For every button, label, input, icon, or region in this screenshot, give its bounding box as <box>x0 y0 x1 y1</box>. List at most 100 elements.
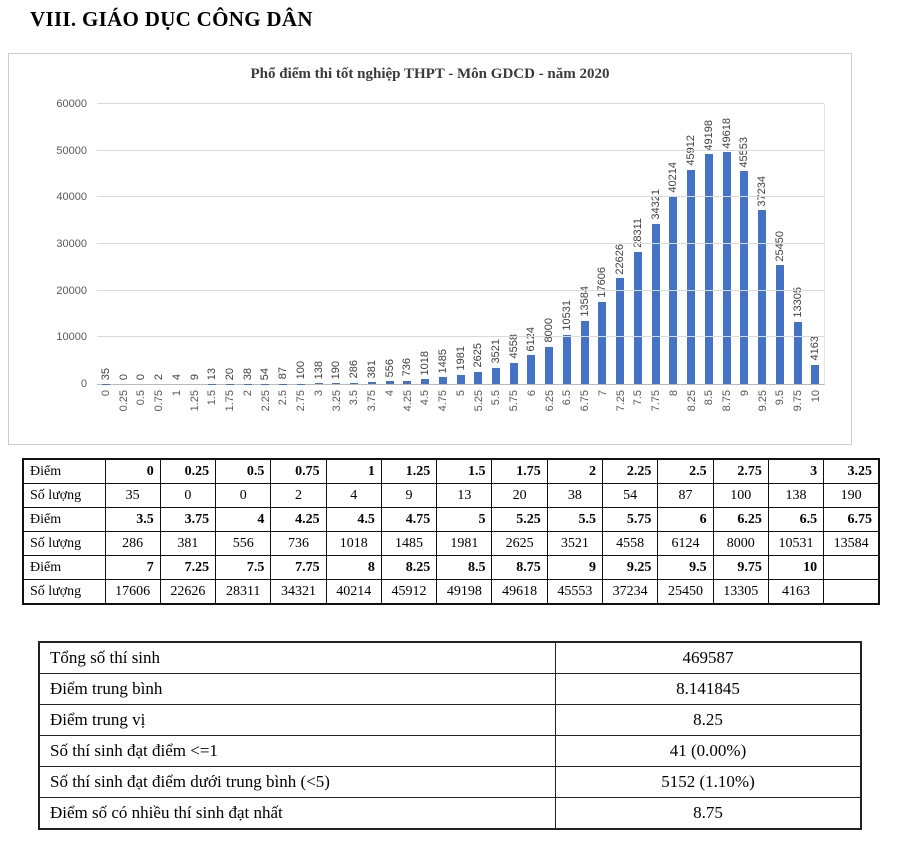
chart-title: Phổ điểm thi tốt nghiệp THPT - Môn GDCD … <box>9 65 851 83</box>
x-tick-label: 7 <box>597 390 609 396</box>
bar <box>439 377 447 384</box>
x-tick: 1 <box>168 390 186 396</box>
count-cell: 20 <box>492 484 547 508</box>
bar-group: 0 <box>132 104 150 384</box>
bar-group: 190 <box>328 104 346 384</box>
bar <box>510 363 518 384</box>
bar-value-label: 38 <box>242 368 254 380</box>
x-tick: 7.75 <box>647 390 665 411</box>
x-tick: 1.25 <box>186 390 204 411</box>
summary-label: Điểm trung vị <box>39 705 556 736</box>
bar <box>386 381 394 384</box>
bar-group: 2 <box>150 104 168 384</box>
x-tick-label: 10 <box>810 390 822 402</box>
gridline <box>97 243 824 244</box>
score-cell: 3.5 <box>105 508 160 532</box>
count-cell: 556 <box>216 532 271 556</box>
bar-group: 138 <box>310 104 328 384</box>
bar-group: 2625 <box>469 104 487 384</box>
bar-group: 4163 <box>806 104 824 384</box>
bar-value-label: 87 <box>277 367 289 379</box>
bar-value-label: 736 <box>401 358 413 376</box>
count-cell: 37234 <box>603 580 658 605</box>
x-tick-label: 3.5 <box>348 390 360 405</box>
x-tick: 8.5 <box>701 390 719 405</box>
x-tick: 9 <box>736 390 754 396</box>
count-cell: 138 <box>768 484 823 508</box>
bar-value-label: 190 <box>330 361 342 379</box>
page-title: VIII. GIÁO DỤC CÔNG DÂN <box>30 7 900 32</box>
x-tick-label: 6.75 <box>579 390 591 411</box>
score-cell: 1.25 <box>381 459 436 484</box>
x-tick-label: 1 <box>171 390 183 396</box>
x-tick-label: 1.5 <box>206 390 218 405</box>
x-tick: 3.25 <box>328 390 346 411</box>
row-label: Số lượng <box>23 484 105 508</box>
gridline <box>97 290 824 291</box>
count-cell <box>824 580 879 605</box>
count-cell: 34321 <box>271 580 326 605</box>
bar-value-label: 13 <box>206 368 218 380</box>
count-cell: 22626 <box>160 580 215 605</box>
score-cell: 9.75 <box>713 556 768 580</box>
count-cell: 49198 <box>437 580 492 605</box>
score-cell: 0.75 <box>271 459 326 484</box>
y-axis-tick: 10000 <box>56 331 87 344</box>
x-tick: 7.5 <box>630 390 648 405</box>
x-tick-label: 9.75 <box>792 390 804 411</box>
bar <box>652 224 660 384</box>
bar-group: 35 <box>97 104 115 384</box>
x-tick: 4.75 <box>434 390 452 411</box>
x-tick: 2.5 <box>275 390 293 405</box>
row-label: Điểm <box>23 459 105 484</box>
bar <box>332 383 340 384</box>
score-cell: 2.75 <box>713 459 768 484</box>
count-cell: 0 <box>216 484 271 508</box>
x-tick-label: 3.75 <box>366 390 378 411</box>
bar <box>421 379 429 384</box>
x-tick-label: 8.25 <box>686 390 698 411</box>
x-tick: 6 <box>523 390 541 396</box>
score-cell: 7.75 <box>271 556 326 580</box>
score-cell: 6.75 <box>824 508 879 532</box>
x-tick: 3.5 <box>346 390 364 405</box>
x-tick: 6.75 <box>576 390 594 411</box>
count-cell: 381 <box>160 532 215 556</box>
count-cell: 2625 <box>492 532 547 556</box>
x-tick: 4.25 <box>399 390 417 411</box>
bar-value-label: 0 <box>135 374 147 380</box>
bar-group: 286 <box>345 104 363 384</box>
summary-value: 8.25 <box>556 705 862 736</box>
bar-group: 54 <box>257 104 275 384</box>
x-tick: 2.25 <box>257 390 275 411</box>
x-tick: 5.5 <box>488 390 506 405</box>
bar <box>758 210 766 384</box>
count-cell: 45553 <box>547 580 602 605</box>
score-cell: 5 <box>437 508 492 532</box>
x-tick: 9.75 <box>789 390 807 411</box>
bar-value-label: 1018 <box>419 351 431 375</box>
x-tick: 2 <box>239 390 257 396</box>
y-axis-tick: 40000 <box>56 191 87 204</box>
bar-value-label: 1485 <box>437 349 449 373</box>
count-cell: 40214 <box>326 580 381 605</box>
bar <box>581 321 589 384</box>
bar-value-label: 556 <box>384 359 396 377</box>
x-tick: 8.75 <box>718 390 736 411</box>
score-cell: 5.25 <box>492 508 547 532</box>
y-axis-tick: 20000 <box>56 285 87 298</box>
score-cell: 7.5 <box>216 556 271 580</box>
gridline <box>97 196 824 197</box>
bar-group: 1485 <box>434 104 452 384</box>
count-cell: 4558 <box>603 532 658 556</box>
x-tick: 8.25 <box>683 390 701 411</box>
bar-value-label: 0 <box>118 374 130 380</box>
count-cell: 38 <box>547 484 602 508</box>
